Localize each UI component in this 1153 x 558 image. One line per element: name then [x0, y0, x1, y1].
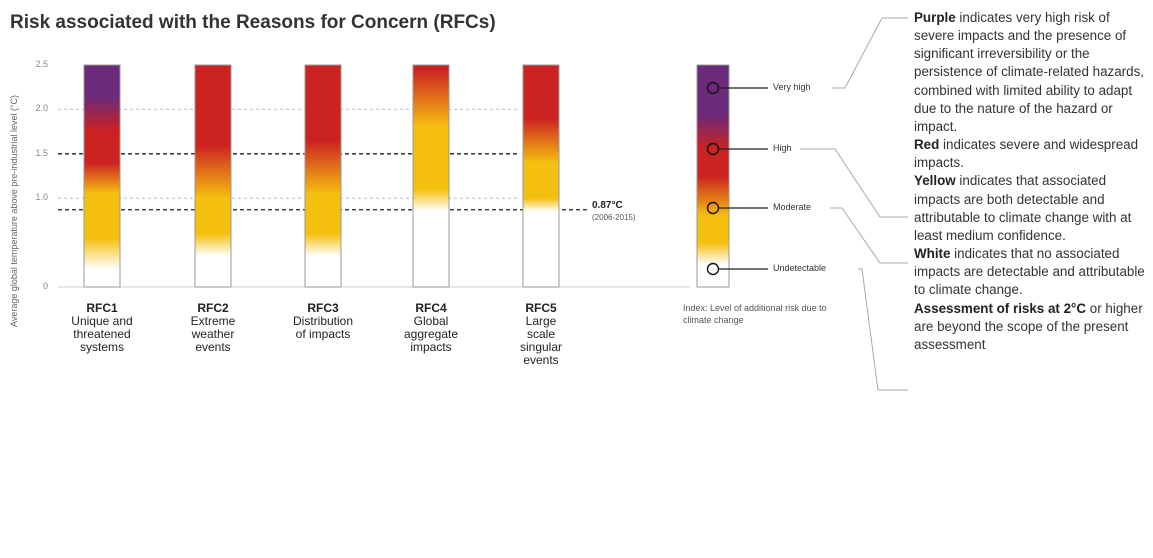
- y-tick-label: 0: [42, 281, 48, 291]
- reference-label-087: 0.87°C: [592, 199, 623, 211]
- reference-sublabel-period: (2006-2015): [592, 212, 636, 222]
- white-heading: White: [914, 246, 951, 262]
- purple-text: indicates very high risk of severe impac…: [914, 10, 1144, 134]
- assessment-text: or higher are beyond the scope of the pr…: [914, 300, 1143, 352]
- category-name-line: singular: [519, 340, 563, 354]
- category-name-line: scale: [526, 327, 555, 341]
- legend-level-label: Moderate: [773, 202, 812, 212]
- category-code: RFC1: [86, 301, 118, 315]
- red-heading: Red: [914, 137, 940, 153]
- legend-caption: Index: Level of additional risk due to c…: [683, 303, 827, 325]
- category-code: RFC2: [197, 301, 229, 315]
- category-label-rfc1: RFC1 Unique and threatened systems: [47, 302, 157, 354]
- category-name-line: threatened: [73, 327, 131, 341]
- legend-level-label: Very high: [773, 82, 811, 92]
- white-text: indicates that no associated impacts are…: [914, 246, 1145, 298]
- y-tick-label: 1.0: [35, 192, 48, 203]
- category-name-line: events: [523, 353, 559, 367]
- category-name-line: systems: [79, 340, 124, 354]
- legend-leader-line: [832, 17, 908, 89]
- category-name-line: Global: [413, 314, 449, 328]
- bar-rfc2: [194, 64, 232, 288]
- assessment-heading: Assessment of risks at 2°C: [914, 300, 1087, 316]
- chart-title: Risk associated with the Reasons for Con…: [10, 12, 496, 33]
- yellow-text: indicates that associated impacts are bo…: [914, 173, 1132, 243]
- category-code: RFC4: [415, 301, 447, 315]
- bar-rfc1: [83, 64, 121, 288]
- legend-level-label: Undetectable: [773, 263, 827, 273]
- legend-color-scale: [696, 64, 730, 288]
- bar-rfc3: [304, 64, 342, 288]
- category-name-line: Large: [525, 314, 557, 328]
- legend-level-label: High: [773, 143, 792, 153]
- category-name-line: Extreme: [190, 314, 236, 328]
- legend-leader-line: [800, 148, 908, 218]
- red-text: indicates severe and widespread impacts.: [914, 137, 1139, 171]
- category-name-line: weather: [191, 327, 235, 341]
- category-label-rfc4: RFC4 Global aggregate impacts: [376, 302, 486, 354]
- category-code: RFC5: [525, 301, 557, 315]
- category-label-rfc5: RFC5 Large scale singular events: [486, 302, 596, 367]
- bar-rfc4: [412, 64, 450, 288]
- legend-description: Purple indicates very high risk of sever…: [914, 9, 1150, 354]
- purple-heading: Purple: [914, 10, 956, 25]
- category-name-line: aggregate: [403, 327, 459, 341]
- legend-leader-line: [858, 268, 908, 391]
- legend-leader-line: [830, 207, 908, 264]
- category-name-line: Unique and: [71, 314, 133, 328]
- category-name-line: of impacts: [295, 327, 351, 341]
- y-tick-label: 2.0: [35, 103, 48, 114]
- yellow-heading: Yellow: [914, 173, 956, 189]
- y-tick-label: 2.5: [35, 59, 48, 69]
- category-code: RFC3: [307, 301, 339, 315]
- category-label-rfc3: RFC3 Distribution of impacts: [268, 302, 378, 341]
- category-name-line: Distribution: [292, 314, 354, 328]
- category-label-rfc2: RFC2 Extreme weather events: [158, 302, 268, 354]
- category-name-line: impacts: [410, 340, 452, 354]
- category-name-line: events: [195, 340, 231, 354]
- bar-rfc5: [522, 64, 560, 288]
- y-tick-label: 1.5: [35, 147, 48, 158]
